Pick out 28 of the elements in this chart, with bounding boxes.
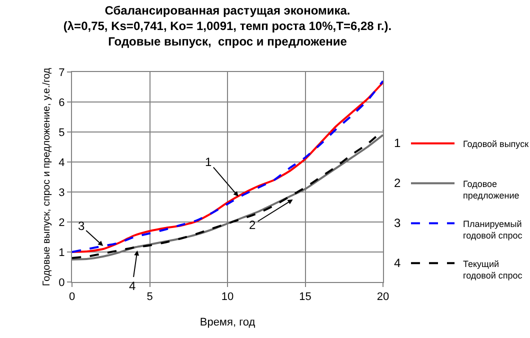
x-axis-title: Время, год xyxy=(200,316,256,328)
annotation: 1 xyxy=(205,155,212,169)
x-tick-label: 10 xyxy=(221,291,234,304)
x-tick-label: 20 xyxy=(376,291,390,304)
y-tick-label: 5 xyxy=(58,126,65,139)
y-tick-label: 2 xyxy=(58,216,65,229)
y-tick-label: 3 xyxy=(58,186,65,199)
x-tick-label: 15 xyxy=(299,291,312,304)
y-tick-label: 1 xyxy=(58,246,65,259)
legend-label: Годовое предложение xyxy=(463,179,520,201)
y-tick-label: 7 xyxy=(58,66,65,79)
y-axis-title: Годовые выпуск, спрос и предложение, у.е./год xyxy=(42,68,53,286)
annotation: 3 xyxy=(78,219,85,233)
legend-label: Планируемый годовой спрос xyxy=(463,219,523,241)
x-tick-label: 5 xyxy=(146,291,153,304)
annotation: 2 xyxy=(249,218,256,232)
y-tick-label: 4 xyxy=(58,156,65,169)
legend-label: Текущий годовой спрос xyxy=(463,259,523,281)
text: 3 xyxy=(394,216,401,230)
text: 4 xyxy=(394,256,401,270)
annotation: 4 xyxy=(129,279,136,293)
y-tick-label: 6 xyxy=(58,96,65,109)
chart-title: Сбалансированная растущая экономика. (λ=0,75, Ks=0,741, Ko= 1,0091, темп роста 10%,T=6,28 г.). Годовые выпуск, спрос и предложение xyxy=(63,3,392,49)
x-tick-label: 0 xyxy=(68,291,76,304)
y-tick-label: 0 xyxy=(58,276,65,289)
text: 1 xyxy=(394,136,401,150)
text: 2 xyxy=(394,176,401,190)
legend-label: Годовой выпуск xyxy=(463,139,529,149)
